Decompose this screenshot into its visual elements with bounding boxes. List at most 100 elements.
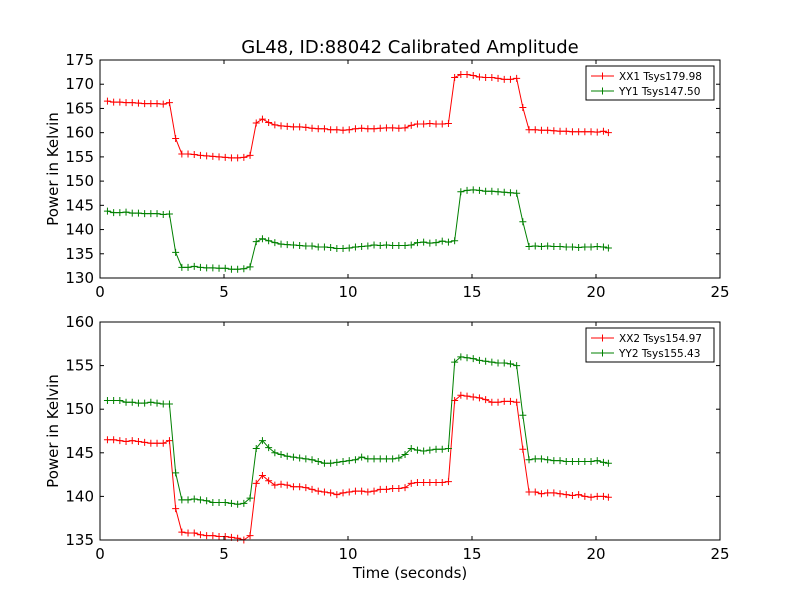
data-point-1-0-3 [122, 437, 130, 445]
data-point-1-1-47 [395, 454, 403, 462]
data-point-0-0-24 [252, 119, 260, 127]
data-point-1-0-54 [438, 478, 446, 486]
data-point-0-1-53 [432, 239, 440, 247]
data-point-1-1-81 [604, 459, 612, 467]
x-tick-label: 20 [586, 283, 605, 301]
data-point-0-0-55 [444, 119, 452, 127]
data-point-0-0-33 [308, 124, 316, 132]
y-tick-label: 175 [65, 51, 94, 69]
chart-bottom: 0 5 10 15 20 25 135 140 145 150 155 160 Power in Kel… [44, 313, 730, 582]
data-point-1-1-27 [271, 449, 279, 457]
data-point-1-1-66 [513, 362, 521, 370]
data-point-1-1-12 [178, 496, 186, 504]
data-point-0-0-27 [271, 121, 279, 129]
data-point-1-0-43 [370, 487, 378, 495]
data-point-1-0-50 [413, 478, 421, 486]
data-point-0-1-43 [370, 241, 378, 249]
data-point-1-0-69 [531, 488, 539, 496]
y-tick-label: 145 [65, 196, 94, 214]
data-point-0-0-6 [141, 100, 149, 108]
data-point-1-1-11 [172, 469, 180, 477]
data-point-0-1-5 [134, 209, 142, 217]
data-point-1-0-60 [475, 394, 483, 402]
data-point-0-1-64 [500, 188, 508, 196]
data-point-0-1-15 [196, 263, 204, 271]
data-point-1-0-44 [376, 485, 384, 493]
data-point-0-0-31 [296, 123, 304, 131]
data-point-1-1-76 [575, 458, 583, 466]
data-point-0-0-74 [562, 127, 570, 135]
data-point-0-1-73 [556, 243, 564, 251]
series-line-1-0 [107, 394, 609, 541]
data-point-1-1-18 [215, 499, 223, 507]
y-tick-label: 160 [65, 124, 94, 142]
data-point-0-1-60 [475, 186, 483, 194]
data-point-0-0-62 [488, 73, 496, 81]
x-tick-label: 0 [95, 283, 105, 301]
data-point-0-1-57 [457, 188, 465, 196]
data-point-1-0-53 [432, 478, 440, 486]
legend-marker [599, 349, 606, 357]
data-point-1-1-63 [494, 359, 502, 367]
data-point-0-1-56 [451, 237, 459, 245]
plot-frame [99, 321, 721, 541]
y-tick-label: 165 [65, 99, 94, 117]
data-point-1-1-50 [413, 446, 421, 454]
data-point-0-0-66 [513, 74, 521, 82]
data-point-1-1-74 [562, 458, 570, 466]
data-point-1-0-21 [234, 534, 242, 542]
data-point-1-1-20 [227, 499, 235, 507]
data-point-1-0-31 [296, 483, 304, 491]
data-point-1-0-32 [302, 484, 310, 492]
data-point-0-0-8 [153, 100, 161, 108]
data-point-1-0-17 [209, 532, 217, 540]
data-point-1-1-4 [128, 398, 136, 406]
data-point-1-0-67 [519, 445, 527, 453]
data-point-1-0-23 [246, 532, 254, 540]
legend-label: YY2 Tsys155.43 [618, 348, 700, 360]
data-point-0-0-18 [215, 153, 223, 161]
data-point-0-0-40 [351, 125, 359, 133]
data-point-1-1-75 [568, 458, 576, 466]
data-point-1-0-58 [463, 392, 471, 400]
data-point-1-0-66 [513, 398, 521, 406]
data-point-0-0-36 [327, 126, 335, 134]
legend-box [585, 65, 715, 101]
data-point-0-1-76 [575, 243, 583, 251]
data-point-0-1-48 [401, 242, 409, 250]
data-point-0-1-14 [190, 262, 198, 270]
data-point-1-1-2 [116, 396, 124, 404]
data-point-0-1-31 [296, 242, 304, 250]
data-point-0-1-25 [258, 235, 266, 243]
data-point-1-0-11 [172, 505, 180, 513]
data-point-1-1-51 [420, 447, 428, 455]
plot-frame [99, 59, 721, 279]
data-point-0-0-1 [110, 98, 118, 106]
data-point-0-0-71 [544, 126, 552, 134]
data-point-0-1-58 [463, 186, 471, 194]
data-point-0-1-70 [537, 243, 545, 251]
data-point-1-0-48 [401, 484, 409, 492]
data-point-0-1-72 [550, 243, 558, 251]
data-point-0-1-36 [327, 243, 335, 251]
data-point-0-1-16 [203, 264, 211, 272]
data-point-0-1-66 [513, 189, 521, 197]
data-point-0-1-47 [395, 242, 403, 250]
x-tick-label: 5 [219, 283, 229, 301]
data-point-0-1-41 [358, 243, 366, 251]
data-point-1-1-19 [221, 499, 229, 507]
data-point-1-0-9 [159, 439, 167, 447]
y-tick-label: 145 [65, 444, 94, 462]
data-point-0-0-13 [184, 150, 192, 158]
data-point-0-0-29 [283, 122, 291, 130]
data-point-1-1-68 [525, 456, 533, 464]
data-point-0-0-9 [159, 100, 167, 108]
data-point-0-1-22 [240, 265, 248, 273]
x-tick-label: 15 [462, 283, 481, 301]
data-point-1-0-10 [165, 437, 173, 445]
y-tick-label: 135 [65, 245, 94, 263]
data-point-0-1-45 [382, 241, 390, 249]
data-point-0-0-57 [457, 71, 465, 79]
x-tick-label: 20 [586, 545, 605, 563]
